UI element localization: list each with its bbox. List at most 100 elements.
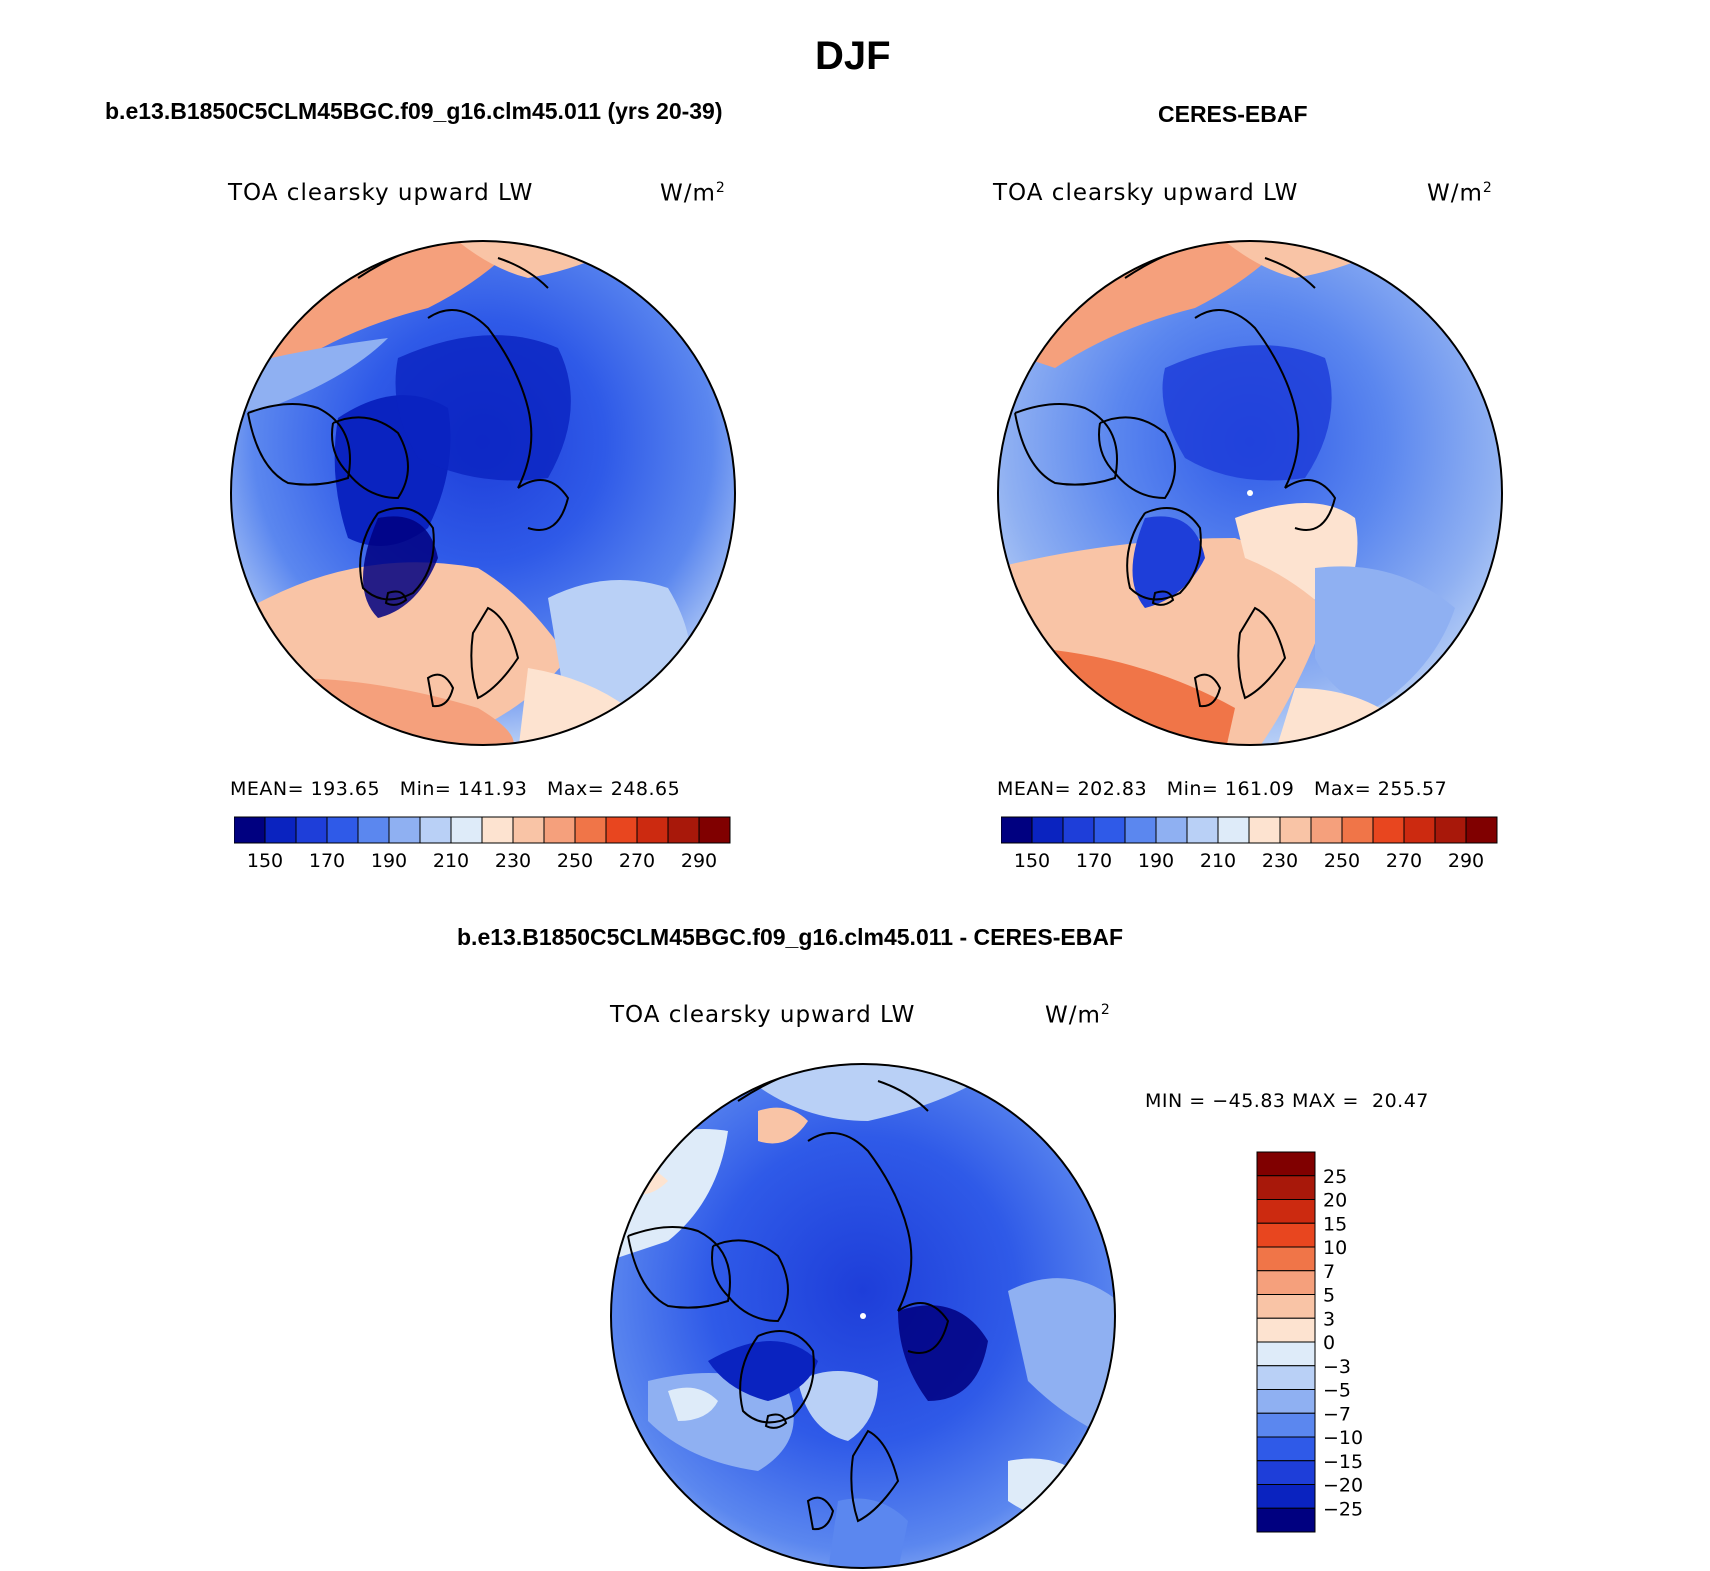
obs-min-label: Min= bbox=[1166, 778, 1219, 800]
obs-units-base: W/m bbox=[1427, 180, 1483, 207]
diff-colorbar-tick-label: −7 bbox=[1323, 1403, 1351, 1425]
model-colorbar-swatch bbox=[605, 816, 638, 844]
model-mean-value: 193.65 bbox=[310, 778, 381, 800]
obs-colorbar-tick-label: 290 bbox=[1448, 850, 1484, 872]
diff-units-base: W/m bbox=[1045, 1002, 1101, 1029]
model-colorbar-swatch bbox=[388, 816, 421, 844]
obs-colorbar-swatch bbox=[1341, 816, 1374, 844]
model-units-label: W/m2 bbox=[660, 180, 726, 207]
model-colorbar-swatch bbox=[450, 816, 483, 844]
model-colorbar-tick-label: 210 bbox=[433, 850, 469, 872]
obs-colorbar-swatch bbox=[1186, 816, 1219, 844]
diff-colorbar-swatch bbox=[1256, 1507, 1316, 1533]
diff-colorbar-tick-label: −3 bbox=[1323, 1356, 1351, 1378]
diff-colorbar-tick-label: 20 bbox=[1323, 1190, 1347, 1212]
diff-colorbar-tick-label: 3 bbox=[1323, 1308, 1335, 1330]
diff-colorbar-tick-label: 7 bbox=[1323, 1261, 1335, 1283]
obs-colorbar-swatch bbox=[1124, 816, 1157, 844]
obs-colorbar-swatch bbox=[1031, 816, 1064, 844]
diff-colorbar-swatch bbox=[1256, 1151, 1316, 1177]
diff-units-label: W/m2 bbox=[1045, 1002, 1111, 1029]
obs-min-value: 161.09 bbox=[1224, 778, 1295, 800]
obs-colorbar-tick-label: 230 bbox=[1262, 850, 1298, 872]
diff-colorbar-tick-label: −20 bbox=[1323, 1475, 1363, 1497]
diff-colorbar-swatch bbox=[1256, 1341, 1316, 1367]
obs-colorbar-swatch bbox=[1248, 816, 1281, 844]
diff-colorbar-tick-label: −25 bbox=[1323, 1498, 1363, 1520]
model-colorbar-tick-label: 250 bbox=[557, 850, 593, 872]
diff-colorbar-swatch bbox=[1256, 1436, 1316, 1462]
model-colorbar-swatch bbox=[264, 816, 297, 844]
diff-colorbar-tick-label: 5 bbox=[1323, 1285, 1335, 1307]
diff-map bbox=[610, 1063, 1116, 1569]
obs-map bbox=[997, 240, 1503, 746]
model-colorbar-swatch bbox=[481, 816, 514, 844]
obs-colorbar-tick-label: 170 bbox=[1076, 850, 1112, 872]
model-colorbar-swatch bbox=[326, 816, 359, 844]
diff-colorbar-swatch bbox=[1256, 1270, 1316, 1295]
obs-colorbar-tick-label: 270 bbox=[1386, 850, 1422, 872]
model-colorbar: 150 170 190 210 230 250 270 290 bbox=[234, 816, 731, 872]
model-colorbar-tick-label: 190 bbox=[371, 850, 407, 872]
model-panel-header: b.e13.B1850C5CLM45BGC.f09_g16.clm45.011 … bbox=[105, 98, 723, 124]
model-colorbar-swatch bbox=[357, 816, 390, 844]
model-min-value: 141.93 bbox=[457, 778, 528, 800]
obs-max-value: 255.57 bbox=[1377, 778, 1448, 800]
model-stats: MEAN= 193.65 Min= 141.93 Max= 248.65 bbox=[230, 778, 680, 800]
diff-stats: MIN = −45.83 MAX = 20.47 bbox=[1145, 1090, 1429, 1112]
obs-mean-label: MEAN= bbox=[997, 778, 1072, 800]
obs-units-exp: 2 bbox=[1482, 180, 1493, 196]
model-colorbar-swatch bbox=[636, 816, 669, 844]
model-map bbox=[230, 240, 736, 746]
obs-colorbar-swatch bbox=[1062, 816, 1095, 844]
diff-colorbar-tick-label: −5 bbox=[1323, 1380, 1351, 1402]
diff-colorbar-swatch bbox=[1256, 1246, 1316, 1272]
diff-colorbar-tick-label: 25 bbox=[1323, 1166, 1347, 1188]
obs-field-label: TOA clearsky upward LW bbox=[993, 180, 1299, 206]
model-colorbar-tick-label: 290 bbox=[681, 850, 717, 872]
model-units-base: W/m bbox=[660, 180, 716, 207]
model-colorbar-swatch bbox=[667, 816, 700, 844]
diff-colorbar-tick-label: 15 bbox=[1323, 1213, 1347, 1235]
model-max-label: Max= bbox=[546, 778, 605, 800]
diff-colorbar-tick-label: 0 bbox=[1323, 1332, 1335, 1354]
diff-panel-header: b.e13.B1850C5CLM45BGC.f09_g16.clm45.011 … bbox=[457, 924, 1124, 950]
model-colorbar-swatch bbox=[543, 816, 576, 844]
diff-colorbar-swatch bbox=[1256, 1365, 1316, 1390]
obs-colorbar-swatch bbox=[1155, 816, 1188, 844]
obs-colorbar-swatch bbox=[1093, 816, 1126, 844]
model-colorbar-tick-label: 150 bbox=[247, 850, 283, 872]
obs-colorbar-tick-label: 150 bbox=[1014, 850, 1050, 872]
obs-stats: MEAN= 202.83 Min= 161.09 Max= 255.57 bbox=[997, 778, 1447, 800]
model-mean-label: MEAN= bbox=[230, 778, 305, 800]
obs-colorbar-tick-label: 250 bbox=[1324, 850, 1360, 872]
obs-max-label: Max= bbox=[1313, 778, 1372, 800]
obs-colorbar-tick-label: 210 bbox=[1200, 850, 1236, 872]
diff-colorbar-swatch bbox=[1256, 1317, 1316, 1343]
model-min-label: Min= bbox=[399, 778, 452, 800]
obs-colorbar: 150 170 190 210 230 250 270 290 bbox=[1001, 816, 1498, 872]
obs-colorbar-swatch bbox=[1465, 816, 1498, 844]
model-field-label: TOA clearsky upward LW bbox=[228, 180, 534, 206]
model-max-value: 248.65 bbox=[610, 778, 681, 800]
obs-mean-value: 202.83 bbox=[1077, 778, 1148, 800]
model-colorbar-swatch bbox=[419, 816, 452, 844]
diff-colorbar-tick-label: 10 bbox=[1323, 1237, 1347, 1259]
model-colorbar-swatch bbox=[234, 816, 266, 844]
obs-colorbar-swatch bbox=[1001, 816, 1033, 844]
obs-colorbar-swatch bbox=[1217, 816, 1250, 844]
diff-colorbar-tick-label: −15 bbox=[1323, 1451, 1363, 1473]
diff-colorbar-swatch bbox=[1256, 1484, 1316, 1509]
model-units-exp: 2 bbox=[715, 180, 726, 196]
obs-colorbar-swatch bbox=[1279, 816, 1312, 844]
obs-panel-header: CERES-EBAF bbox=[1158, 101, 1308, 127]
diff-colorbar-swatch bbox=[1256, 1222, 1316, 1248]
diff-colorbar-swatch bbox=[1256, 1199, 1316, 1224]
obs-colorbar-swatch bbox=[1310, 816, 1343, 844]
obs-colorbar-swatch bbox=[1434, 816, 1467, 844]
diff-colorbar-swatch bbox=[1256, 1294, 1316, 1319]
obs-colorbar-tick-label: 190 bbox=[1138, 850, 1174, 872]
diff-colorbar-swatch bbox=[1256, 1175, 1316, 1200]
diff-units-exp: 2 bbox=[1100, 1002, 1111, 1018]
